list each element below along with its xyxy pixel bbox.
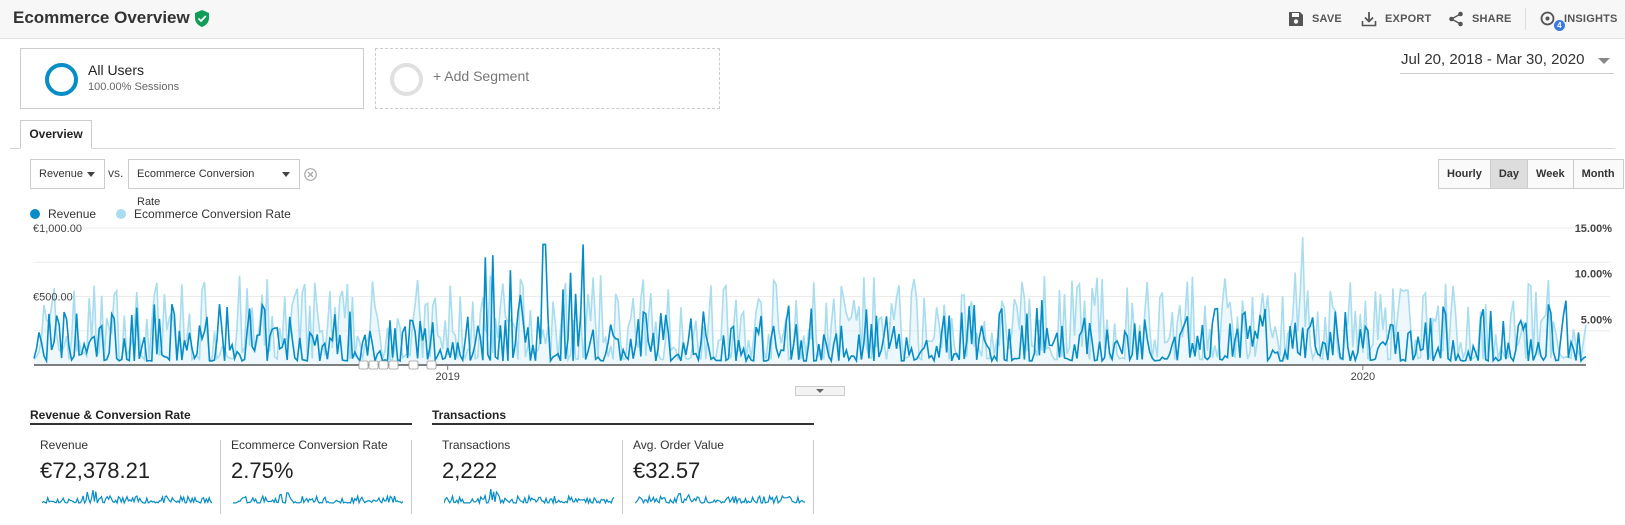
metric-tile-avg-order-value[interactable]: Avg. Order Value €32.57 xyxy=(623,438,805,514)
primary-metric-value: Revenue xyxy=(39,168,84,180)
segment-ring-icon xyxy=(45,63,78,96)
metric-label: Revenue xyxy=(40,438,89,452)
sparkline-path xyxy=(233,491,403,506)
group-rule xyxy=(432,423,814,425)
tab-divider xyxy=(10,148,1615,149)
series-area-conversion xyxy=(34,237,1586,365)
insights-count-badge: 4 xyxy=(1554,20,1565,31)
y-right-tick-label: 5.00% xyxy=(1581,314,1612,326)
granularity-hourly[interactable]: Hourly xyxy=(1439,160,1491,188)
sparkline xyxy=(635,492,805,506)
annotation-marker[interactable] xyxy=(426,360,437,370)
revenue-conversion-chart[interactable]: 2019 2020 €500.00 €1,000.00 5.00% 10.00% 15.00… xyxy=(0,220,1625,395)
metric-value: 2,222 xyxy=(442,458,498,483)
group-rule xyxy=(30,423,412,425)
metric-value: €72,378.21 xyxy=(40,458,151,483)
tab-overview[interactable]: Overview xyxy=(20,120,92,149)
empty-segment-ring-icon xyxy=(390,63,423,96)
legend-dot-conversion xyxy=(116,209,127,219)
annotation-marker[interactable] xyxy=(408,360,419,370)
granularity-month[interactable]: Month xyxy=(1573,160,1623,188)
metric-tile-transactions[interactable]: Transactions 2,222 xyxy=(432,438,614,514)
y-left-tick-label: €500.00 xyxy=(33,292,73,304)
verified-shield-icon xyxy=(195,10,209,27)
x-tick-label: 2019 xyxy=(435,371,459,383)
caret-down-icon xyxy=(87,172,95,177)
add-segment-button[interactable]: + Add Segment xyxy=(375,48,720,109)
segment-name: All Users xyxy=(88,62,145,78)
save-label: SAVE xyxy=(1312,13,1342,25)
sparkline-path xyxy=(635,492,805,506)
sparkline xyxy=(42,489,212,505)
save-icon xyxy=(1289,12,1303,26)
caret-down-icon xyxy=(1598,58,1610,64)
y-right-tick-label: 10.00% xyxy=(1575,269,1613,281)
group-title-transactions: Transactions xyxy=(432,408,507,422)
metric-value: 2.75% xyxy=(231,458,294,483)
chart-legend: Revenue Ecommerce Conversion Rate xyxy=(30,207,291,221)
add-segment-label: + Add Segment xyxy=(433,68,530,84)
insights-button[interactable]: 4 INSIGHTS xyxy=(1540,10,1618,31)
y-left-tick-label: €1,000.00 xyxy=(33,223,82,235)
granularity-day[interactable]: Day xyxy=(1490,160,1529,188)
sparkline-path xyxy=(42,489,212,505)
legend-item-revenue[interactable]: Revenue xyxy=(30,207,96,221)
metric-label: Avg. Order Value xyxy=(633,438,724,452)
save-button[interactable]: SAVE xyxy=(1288,10,1342,28)
metric-value: €32.57 xyxy=(633,458,701,483)
primary-metric-select[interactable]: Revenue xyxy=(30,159,105,189)
legend-item-conversion[interactable]: Ecommerce Conversion Rate xyxy=(116,207,291,221)
legend-dot-revenue xyxy=(30,209,40,219)
sparkline xyxy=(444,489,614,506)
insights-icon xyxy=(1540,11,1555,26)
group-title-revenue-conversion: Revenue & Conversion Rate xyxy=(30,408,191,422)
sparkline xyxy=(233,491,403,506)
x-tick-label: 2020 xyxy=(1351,371,1375,383)
sparkline-path xyxy=(444,489,614,506)
segment-sessions: 100.00% Sessions xyxy=(88,81,180,93)
segment-all-users[interactable]: All Users 100.00% Sessions xyxy=(20,48,364,109)
download-icon xyxy=(1361,12,1377,27)
metric-divider xyxy=(220,440,221,514)
share-label: SHARE xyxy=(1472,13,1512,25)
series-line-revenue xyxy=(33,243,1587,364)
metric-label: Ecommerce Conversion Rate xyxy=(231,438,388,452)
share-button[interactable]: SHARE xyxy=(1448,10,1512,28)
annotation-marker[interactable] xyxy=(388,360,399,370)
share-icon xyxy=(1449,11,1463,27)
metric-tile-conversion-rate[interactable]: Ecommerce Conversion Rate 2.75% xyxy=(221,438,403,514)
metric-divider xyxy=(813,440,814,514)
annotation-marker[interactable] xyxy=(378,360,389,370)
annotation-marker[interactable] xyxy=(358,360,369,370)
caret-down-icon xyxy=(282,172,290,177)
insights-label: INSIGHTS xyxy=(1564,13,1618,25)
legend-label-conversion: Ecommerce Conversion Rate xyxy=(134,207,291,221)
metric-tile-revenue[interactable]: Revenue €72,378.21 xyxy=(30,438,212,514)
page-title: Ecommerce Overview xyxy=(13,8,190,27)
date-range-picker[interactable]: Jul 20, 2018 - Mar 30, 2020 xyxy=(1400,50,1614,74)
vs-label: vs. xyxy=(108,166,124,180)
metric-divider xyxy=(622,440,623,514)
remove-metric-icon[interactable] xyxy=(304,168,317,181)
export-button[interactable]: EXPORT xyxy=(1361,10,1431,28)
annotation-marker[interactable] xyxy=(368,360,379,370)
export-label: EXPORT xyxy=(1385,13,1432,25)
secondary-metric-value: Ecommerce Conversion Rate xyxy=(137,168,255,208)
report-header: Ecommerce Overview SAVE EXPORT SHARE 4 I… xyxy=(0,0,1625,39)
toolbar-divider xyxy=(1525,8,1526,30)
y-right-tick-label: 15.00% xyxy=(1575,223,1613,235)
date-range-text: Jul 20, 2018 - Mar 30, 2020 xyxy=(1401,51,1585,68)
granularity-week[interactable]: Week xyxy=(1528,160,1574,188)
legend-label-revenue: Revenue xyxy=(48,207,97,221)
chart-collapse-handle[interactable] xyxy=(795,386,845,396)
secondary-metric-select[interactable]: Ecommerce Conversion Rate xyxy=(128,159,300,208)
metric-divider xyxy=(411,440,412,514)
granularity-toggle: Hourly Day Week Month xyxy=(1438,159,1624,189)
metric-label: Transactions xyxy=(442,438,511,452)
